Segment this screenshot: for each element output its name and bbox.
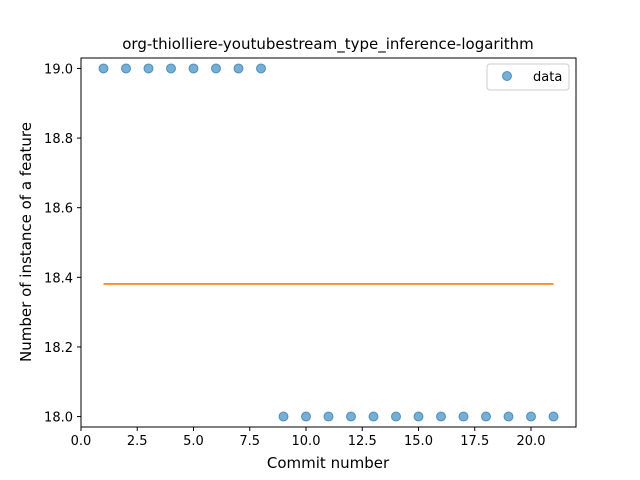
x-tick-label: 17.5 — [460, 434, 489, 449]
data-point — [346, 411, 356, 422]
y-tick-label: 18.4 — [44, 271, 73, 286]
chart-title: org-thiolliere-youtubestream_type_infere… — [122, 35, 534, 54]
x-tick-label: 20.0 — [517, 434, 546, 449]
data-point — [98, 63, 109, 74]
data-point — [166, 63, 176, 74]
plot-area — [98, 63, 559, 422]
y-tick-label: 18.0 — [44, 411, 73, 426]
data-point — [503, 411, 514, 422]
axes: 0.0 2.5 5.0 7.5 10.0 12.5 15.0 17.5 20.0 18.0 18.2… — [44, 57, 577, 449]
data-point — [548, 411, 559, 422]
data-point — [391, 411, 401, 422]
x-tick-label: 7.5 — [239, 434, 260, 449]
data-point — [211, 63, 221, 74]
data-point — [481, 411, 491, 422]
plot-frame — [80, 57, 577, 428]
data-point — [413, 411, 424, 422]
y-tick-label: 18.8 — [44, 132, 73, 147]
y-tick-label: 19.0 — [44, 62, 73, 77]
y-tick-label: 18.6 — [44, 202, 73, 217]
data-point — [233, 63, 244, 74]
legend-label-data: data — [533, 70, 562, 85]
data-point — [368, 411, 379, 422]
data-point — [188, 63, 199, 74]
legend: data — [486, 63, 570, 91]
x-tick-label: 10.0 — [292, 434, 321, 449]
x-axis-label: Commit number — [267, 454, 390, 472]
data-point — [458, 411, 469, 422]
x-tick-label: 5.0 — [183, 434, 204, 449]
x-tick-label: 12.5 — [348, 434, 377, 449]
data-point — [323, 411, 334, 422]
x-tick-label: 2.5 — [127, 434, 148, 449]
x-tick-label: 15.0 — [404, 434, 433, 449]
y-axis-label: Number of instance of a feature — [17, 122, 35, 362]
y-tick-label: 18.2 — [44, 341, 73, 356]
x-tick-label: 0.0 — [71, 434, 92, 449]
data-point — [143, 63, 154, 74]
data-point — [256, 63, 266, 74]
data-point — [121, 63, 131, 74]
data-point — [526, 411, 536, 422]
data-point — [278, 411, 289, 422]
legend-frame — [486, 63, 570, 91]
data-point — [436, 411, 446, 422]
legend-marker-data — [502, 71, 512, 81]
data-point — [301, 411, 311, 422]
